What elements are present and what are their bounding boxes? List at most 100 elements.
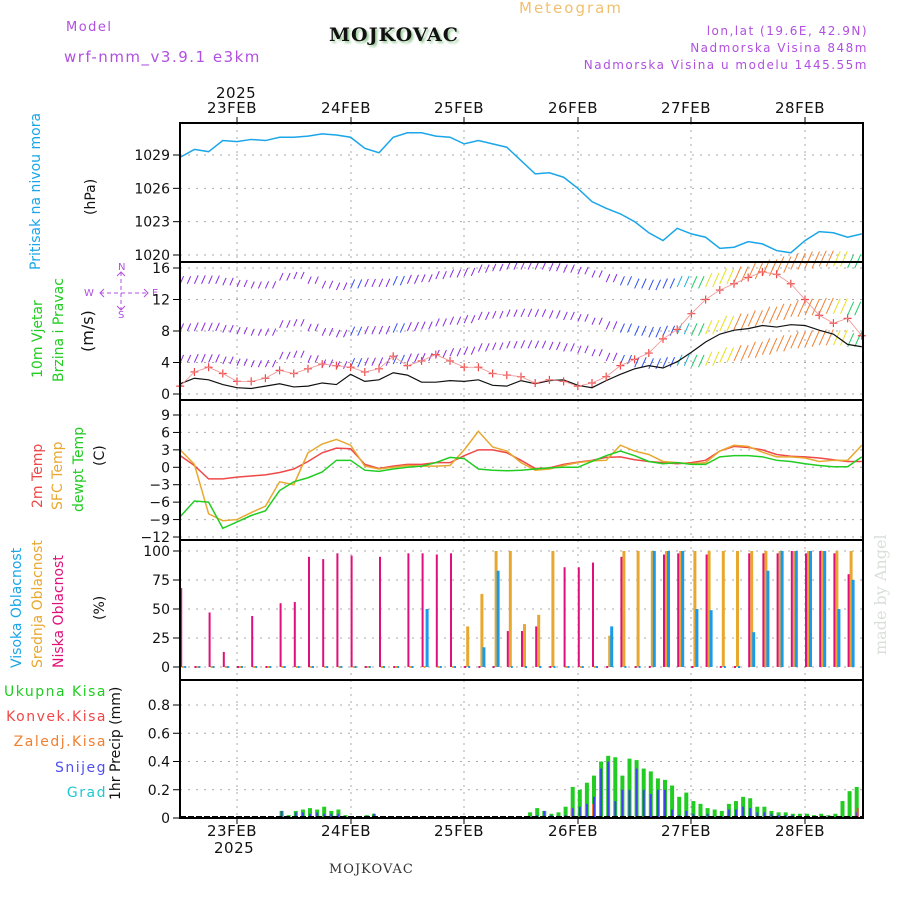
wind-barb — [648, 279, 654, 291]
wind-barb — [300, 318, 305, 327]
cloud-mid-bar — [381, 666, 383, 668]
cloud-high-bar — [525, 666, 527, 668]
wind-barb — [534, 261, 540, 270]
wind-barb — [733, 266, 742, 283]
wind-barb — [499, 310, 504, 319]
wind-barb — [754, 310, 763, 327]
wind-barb — [847, 301, 855, 316]
cloud-high-bar — [326, 666, 329, 668]
cloud-mid-bar — [622, 551, 626, 667]
wind-barb — [840, 298, 848, 314]
precip-convective-bar — [856, 808, 859, 818]
precip-snow-bar — [749, 808, 752, 818]
wind-barb — [726, 347, 735, 363]
precip-rain-bar — [698, 803, 703, 818]
cloud-low-bar — [549, 666, 552, 668]
wind-barb — [747, 341, 756, 358]
precip-snow-bar — [294, 812, 297, 818]
wind-barb — [222, 277, 227, 286]
cloud-high-bar — [596, 666, 598, 668]
y-tick-label: 0.4 — [148, 755, 170, 771]
wind-barb — [477, 264, 483, 273]
wind-barb — [279, 351, 284, 360]
cloud-low-bar — [279, 603, 282, 667]
wind-barb — [492, 342, 497, 351]
y-tick-label: 75 — [152, 573, 170, 589]
precip-snow-bar — [756, 812, 759, 818]
wind-barb — [811, 251, 820, 269]
wind-barb — [428, 321, 433, 330]
wind-barb — [591, 270, 596, 278]
wind-barb — [485, 311, 490, 321]
wind-barb — [641, 325, 647, 336]
cloud-high-bar — [340, 666, 343, 668]
wind-barb — [257, 360, 262, 368]
wind-barb — [243, 279, 248, 288]
wind-barb — [193, 322, 199, 332]
wind-barb — [186, 275, 192, 284]
cloud-high-bar — [667, 551, 670, 667]
cloud-mid-bar — [537, 614, 541, 667]
cloud-mid-bar — [821, 551, 825, 667]
legend-rain: Ukupna Kisa — [3, 684, 107, 700]
wind-barb — [193, 353, 199, 363]
cloud-mid-bar — [693, 551, 697, 667]
date-top: 27FEB — [661, 99, 711, 117]
compass-arrows-icon — [99, 271, 149, 311]
wind-barb — [698, 323, 705, 336]
wind-barb — [513, 262, 518, 270]
wind-barb — [442, 349, 447, 358]
wind-barb — [769, 306, 778, 324]
wind-barb — [740, 344, 749, 362]
precip-rain-bar — [627, 758, 632, 818]
wind-barb — [541, 309, 547, 318]
wind-barb — [790, 331, 799, 349]
date-bottom: 28FEB — [775, 822, 825, 840]
wind-barb — [712, 320, 720, 335]
y-tick-label: 0 — [161, 460, 170, 476]
precip-snow-bar — [607, 761, 610, 818]
cloud-high-bar — [454, 666, 456, 668]
cloud-high-bar — [539, 666, 542, 668]
precip-snow-bar — [642, 789, 645, 818]
precip-snow-bar — [585, 803, 588, 818]
wind-barb — [783, 256, 792, 273]
wind-barb — [712, 351, 720, 366]
precip-rain-bar — [677, 796, 682, 818]
year-top-label: 2025 — [216, 84, 257, 102]
wind-barb — [591, 349, 596, 357]
wind-barb — [577, 345, 582, 354]
wind-barb — [371, 278, 376, 288]
y-tick-label: 0 — [161, 811, 170, 827]
cloud-mid-bar — [196, 666, 199, 668]
cloud-high-bar — [738, 666, 740, 668]
precip-rain-bar — [840, 801, 845, 818]
legend-hail: Grad — [66, 785, 107, 801]
cloud-mid-bar — [409, 666, 412, 668]
wind-barb — [378, 357, 384, 366]
wind-barb — [570, 264, 575, 273]
wind-barb — [485, 343, 490, 352]
wind-barb — [215, 322, 220, 332]
wind-barb — [818, 250, 827, 267]
wind-barb — [300, 271, 305, 280]
cloud-low-bar — [592, 562, 594, 667]
wind-barb — [662, 278, 668, 289]
cloud-mid-bar — [679, 551, 683, 667]
wind-barb — [705, 272, 713, 288]
wind-barb — [470, 346, 476, 355]
wind-barb — [534, 309, 540, 318]
wind-barb — [300, 350, 305, 358]
wind-barb — [598, 317, 603, 325]
wind-barb — [619, 354, 625, 365]
wind-barb — [201, 322, 206, 332]
wind-barb — [662, 357, 668, 368]
wind-barb — [385, 325, 391, 335]
precip-snow-bar — [621, 789, 624, 818]
cloud-high-bar — [425, 609, 429, 667]
wind-barb — [683, 354, 690, 366]
wind-barb — [314, 276, 319, 284]
wind-barb — [811, 330, 820, 347]
wind-barb — [811, 298, 820, 316]
wind-barb — [754, 262, 763, 280]
